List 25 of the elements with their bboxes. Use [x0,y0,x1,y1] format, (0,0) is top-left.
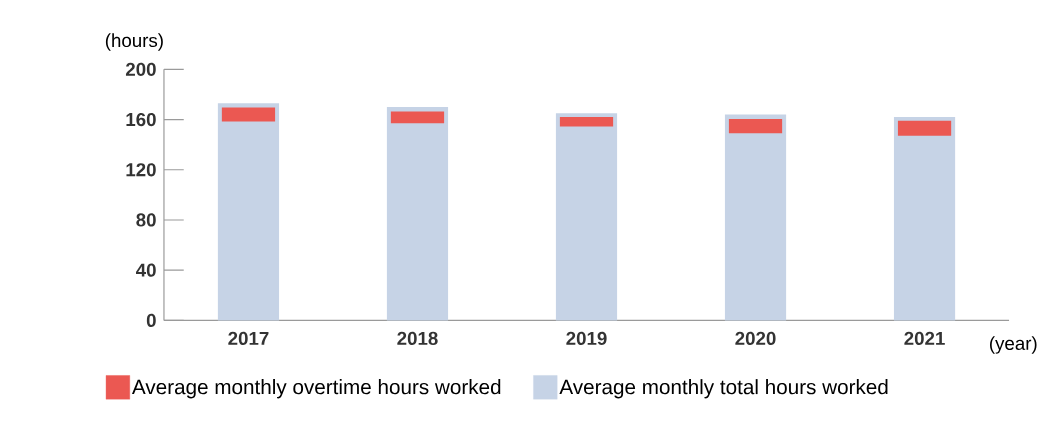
x-tick-label: 2018 [397,331,438,346]
x-tick-label: 2017 [228,331,269,346]
bar [893,117,956,321]
y-tick-label: 120 [126,163,156,177]
bar [217,103,280,321]
legend-label: Average monthly total hours worked [559,379,888,399]
y-tick-label: 160 [126,112,156,127]
bar [559,117,614,127]
y-tick-label: 200 [125,62,156,77]
y-axis-title: (hours) [105,33,163,51]
x-tick-label: 2019 [566,331,607,346]
x-tick-label: 2020 [735,331,776,346]
bar [221,107,276,122]
bar [390,111,445,124]
bar [386,107,449,321]
bar [724,114,787,321]
x-tick-label: 2021 [904,331,945,346]
x-axis-title: (year) [990,336,1037,354]
y-tick-label: 0 [146,313,156,328]
bar [555,113,618,321]
bar [728,118,783,134]
bar [897,120,952,136]
y-tick-label: 80 [136,213,156,227]
y-tick-label: 40 [136,263,156,277]
legend-label: Average monthly overtime hours worked [131,379,501,399]
